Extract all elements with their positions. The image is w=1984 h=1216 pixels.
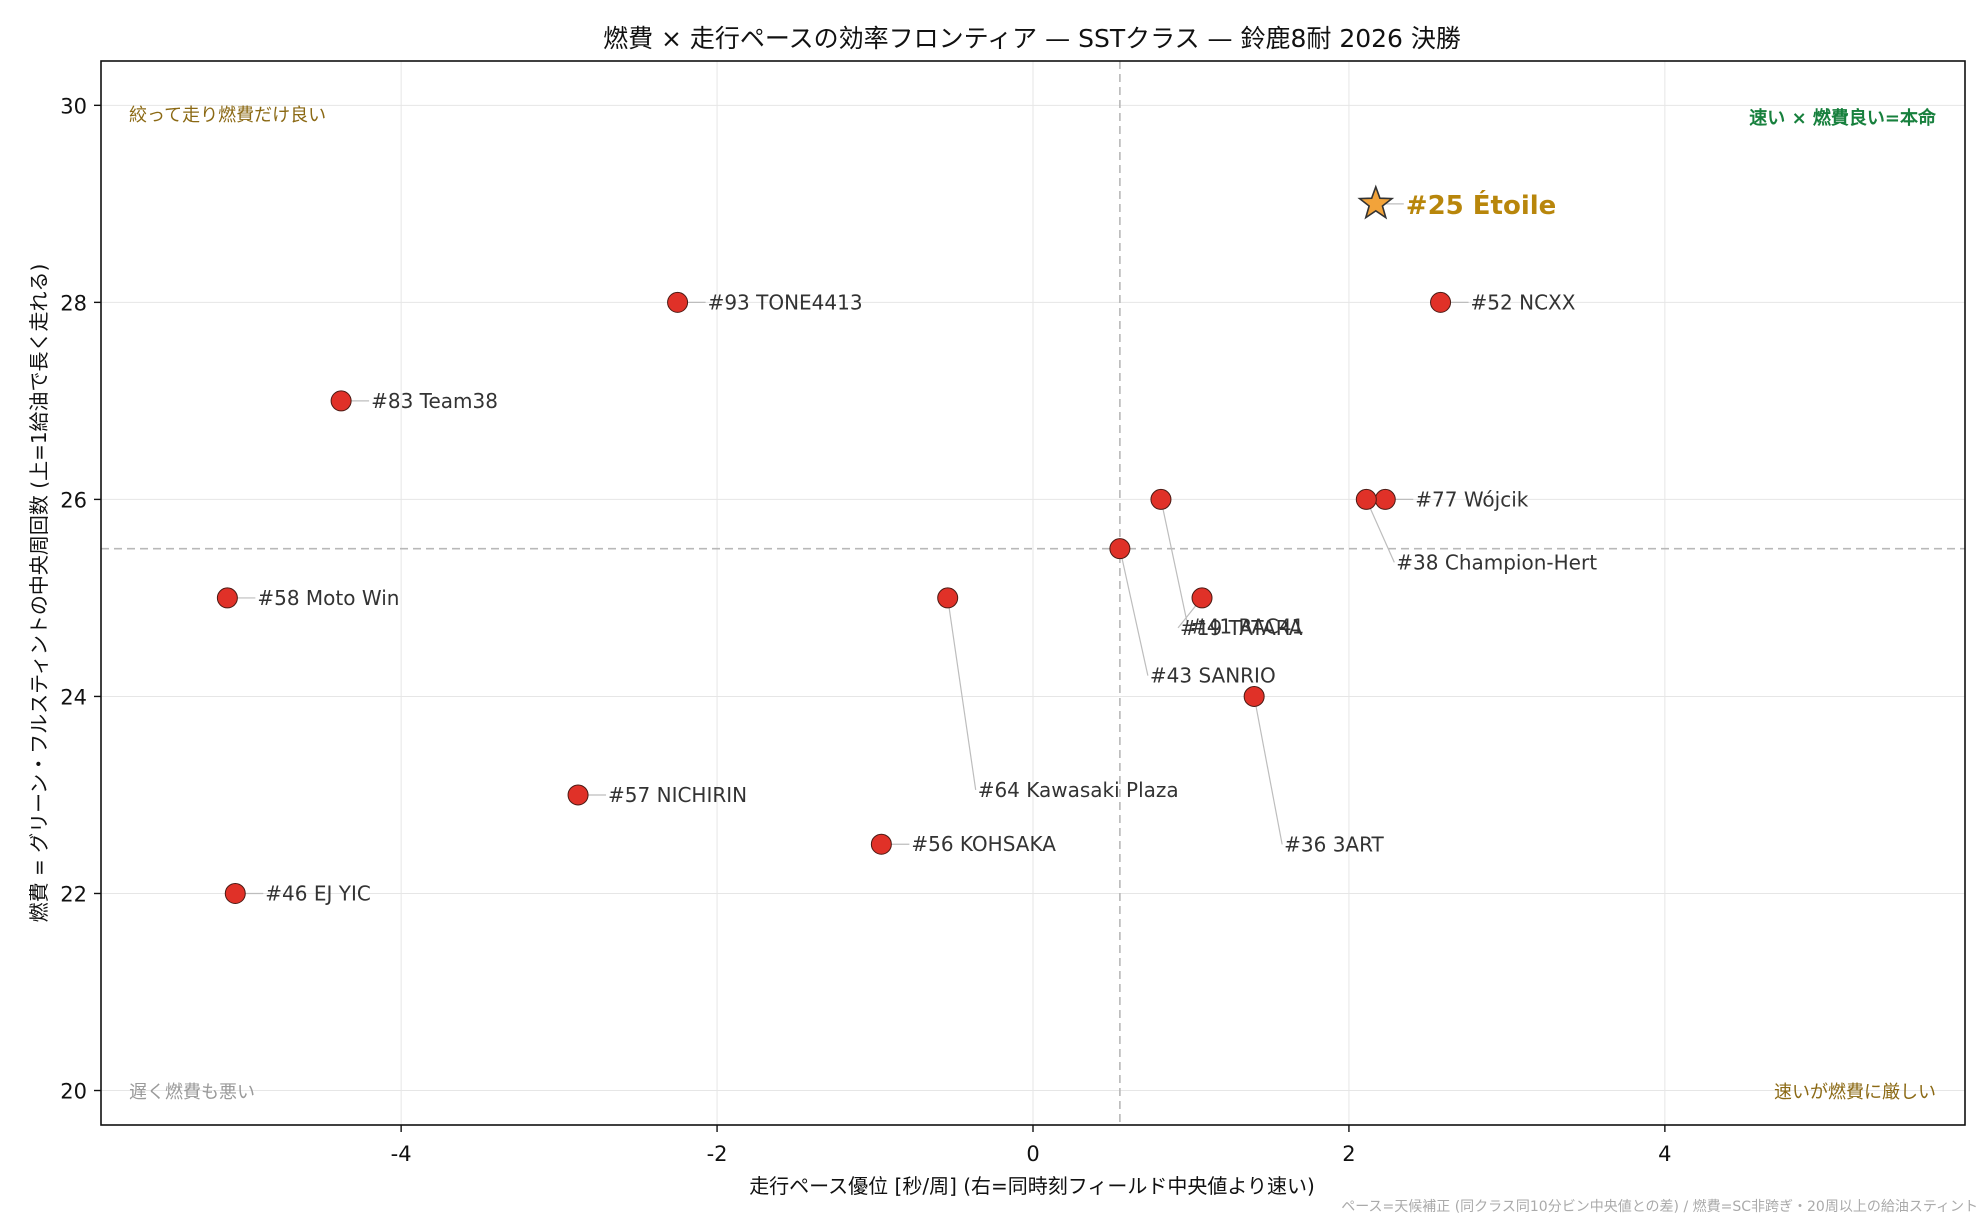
y-tick-label: 20 xyxy=(60,1080,87,1104)
point-label: #36 3ART xyxy=(1284,832,1384,856)
point-label: #64 Kawasaki Plaza xyxy=(978,778,1179,802)
leader-line xyxy=(1160,499,1189,627)
footnote: ペース=天候補正 (同クラス同10分ビン中央値との差) / 燃費=SC非跨ぎ・2… xyxy=(1341,1198,1978,1215)
x-tick-label: -4 xyxy=(391,1142,412,1166)
point-labels: #93 TONE4413 #52 NCXX #83 Team38 #77 Wójcik… xyxy=(257,189,1597,906)
data-point xyxy=(567,784,589,806)
data-point xyxy=(1355,488,1377,510)
point-label: #57 NICHIRIN xyxy=(608,783,747,807)
point-label: #46 EJ YIC xyxy=(265,881,371,905)
data-point xyxy=(216,587,238,609)
data-point xyxy=(224,882,246,904)
quadrant-label-bottom-left: 遅く燃費も悪い xyxy=(129,1082,255,1103)
point-label: #19 TATARA xyxy=(1180,616,1303,640)
y-tick-label: 22 xyxy=(60,882,87,906)
data-point xyxy=(1374,488,1396,510)
data-point xyxy=(1430,291,1452,313)
leader-line xyxy=(1365,499,1395,563)
quadrant-label-top-left: 絞って走り燃費だけ良い xyxy=(129,105,326,126)
data-point xyxy=(330,390,352,412)
point-label: #83 Team38 xyxy=(371,389,498,413)
point-label: #52 NCXX xyxy=(1471,290,1576,314)
y-axis-label: 燃費 = グリーン・フルスティントの中央周回数 (上=1給油で長く走れる) xyxy=(27,264,51,923)
point-label: #77 Wójcik xyxy=(1415,487,1529,511)
data-point xyxy=(1243,685,1265,707)
x-tick-label: -2 xyxy=(707,1142,728,1166)
x-tick-label: 0 xyxy=(1026,1142,1039,1166)
data-point xyxy=(870,833,892,855)
y-tick-label: 26 xyxy=(60,488,87,512)
y-tick-label: 24 xyxy=(60,685,87,709)
leader-line xyxy=(1253,696,1283,845)
point-label: #43 SANRIO xyxy=(1150,664,1276,688)
quadrant-label-bottom-right: 速いが燃費に厳しい xyxy=(1774,1082,1936,1103)
plot-frame xyxy=(100,60,1966,1126)
leader-line xyxy=(947,597,977,791)
x-tick-label: 2 xyxy=(1342,1142,1355,1166)
data-point xyxy=(667,291,689,313)
point-label: #41 RAC41 xyxy=(1190,614,1304,638)
data-point xyxy=(1109,538,1131,560)
data-point xyxy=(1191,587,1213,609)
point-label: #58 Moto Win xyxy=(257,586,399,610)
quadrant-label-top-right: 速い × 燃費良い=本命 xyxy=(1749,107,1937,129)
median-reference-lines xyxy=(101,61,1965,1125)
x-tick-label: 4 xyxy=(1658,1142,1671,1166)
quadrant-labels: 絞って走り燃費だけ良い 速い × 燃費良い=本命 遅く燃費も悪い 速いが燃費に厳… xyxy=(129,105,1937,1103)
data-point xyxy=(1150,488,1172,510)
data-point xyxy=(937,587,959,609)
x-axis-label: 走行ペース優位 [秒/周] (右=同時刻フィールド中央値より速い) xyxy=(749,1174,1315,1198)
highlight-star-marker xyxy=(1357,184,1395,220)
data-points xyxy=(216,184,1452,904)
point-label: #38 Champion-Hert xyxy=(1396,550,1597,574)
highlight-label: #25 Étoile xyxy=(1406,189,1557,221)
grid-lines xyxy=(101,61,1965,1125)
point-label: #93 TONE4413 xyxy=(708,290,863,314)
y-tick-label: 30 xyxy=(60,94,87,118)
chart-title: 燃費 × 走行ペースの効率フロンティア — SSTクラス — 鈴鹿8耐 2026… xyxy=(603,24,1461,53)
point-label: #56 KOHSAKA xyxy=(911,832,1056,856)
leader-line xyxy=(1119,548,1149,676)
y-tick-label: 28 xyxy=(60,291,87,315)
